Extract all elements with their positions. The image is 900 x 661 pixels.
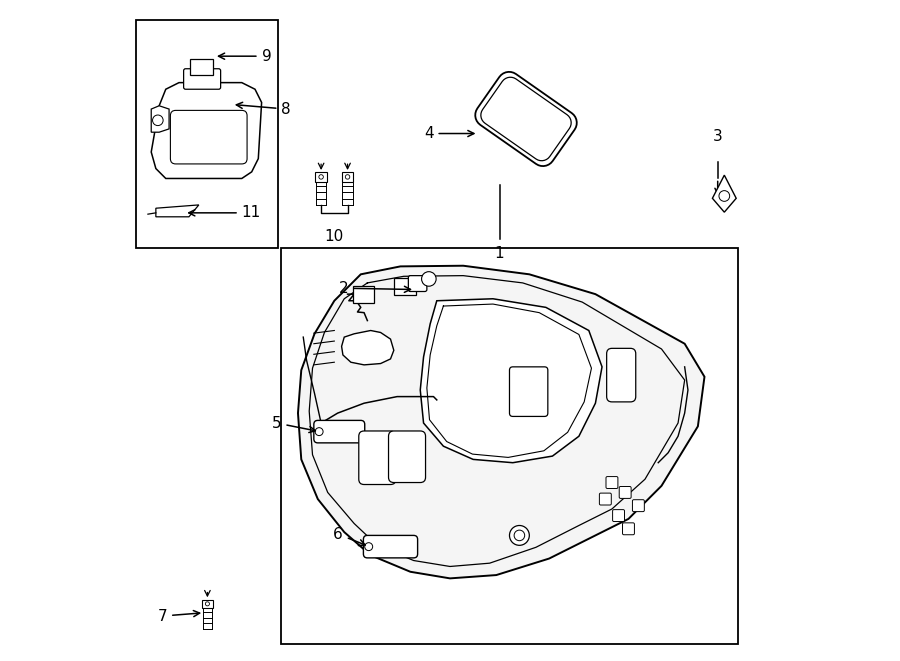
Text: 10: 10 xyxy=(325,229,344,245)
FancyBboxPatch shape xyxy=(202,600,212,608)
Text: 11: 11 xyxy=(189,206,261,220)
Circle shape xyxy=(514,530,525,541)
Polygon shape xyxy=(713,175,736,212)
Text: 7: 7 xyxy=(158,609,200,623)
Circle shape xyxy=(719,190,730,202)
Bar xyxy=(136,20,278,248)
FancyBboxPatch shape xyxy=(606,477,618,488)
Text: 2: 2 xyxy=(338,281,410,295)
Circle shape xyxy=(315,428,323,436)
Polygon shape xyxy=(475,72,577,166)
Polygon shape xyxy=(298,266,705,578)
Text: 6: 6 xyxy=(333,527,365,545)
FancyBboxPatch shape xyxy=(389,431,426,483)
Text: 5: 5 xyxy=(272,416,315,432)
Polygon shape xyxy=(151,106,169,132)
FancyBboxPatch shape xyxy=(364,535,418,558)
FancyBboxPatch shape xyxy=(599,493,611,505)
Bar xyxy=(282,248,737,644)
FancyBboxPatch shape xyxy=(633,500,644,512)
Circle shape xyxy=(364,543,373,551)
Polygon shape xyxy=(151,83,262,178)
FancyBboxPatch shape xyxy=(170,110,248,164)
Text: 9: 9 xyxy=(219,49,272,63)
Polygon shape xyxy=(342,330,394,365)
Text: 1: 1 xyxy=(495,246,504,261)
Circle shape xyxy=(152,115,163,126)
Text: 3: 3 xyxy=(713,129,723,144)
FancyBboxPatch shape xyxy=(342,173,354,182)
FancyBboxPatch shape xyxy=(607,348,635,402)
Polygon shape xyxy=(481,77,572,161)
Text: 4: 4 xyxy=(424,126,474,141)
Text: 8: 8 xyxy=(237,102,291,116)
Polygon shape xyxy=(156,205,199,217)
FancyBboxPatch shape xyxy=(619,486,631,498)
Circle shape xyxy=(319,175,323,179)
Circle shape xyxy=(421,272,436,286)
FancyBboxPatch shape xyxy=(314,420,364,443)
FancyBboxPatch shape xyxy=(184,69,220,89)
FancyBboxPatch shape xyxy=(409,276,427,292)
FancyBboxPatch shape xyxy=(613,510,625,522)
FancyBboxPatch shape xyxy=(394,278,416,295)
Circle shape xyxy=(205,602,210,606)
Circle shape xyxy=(509,525,529,545)
FancyBboxPatch shape xyxy=(359,431,396,485)
FancyBboxPatch shape xyxy=(509,367,548,416)
Circle shape xyxy=(346,175,350,179)
FancyBboxPatch shape xyxy=(353,286,374,303)
FancyBboxPatch shape xyxy=(190,59,212,75)
Polygon shape xyxy=(420,299,602,463)
FancyBboxPatch shape xyxy=(623,523,634,535)
FancyBboxPatch shape xyxy=(315,173,327,182)
